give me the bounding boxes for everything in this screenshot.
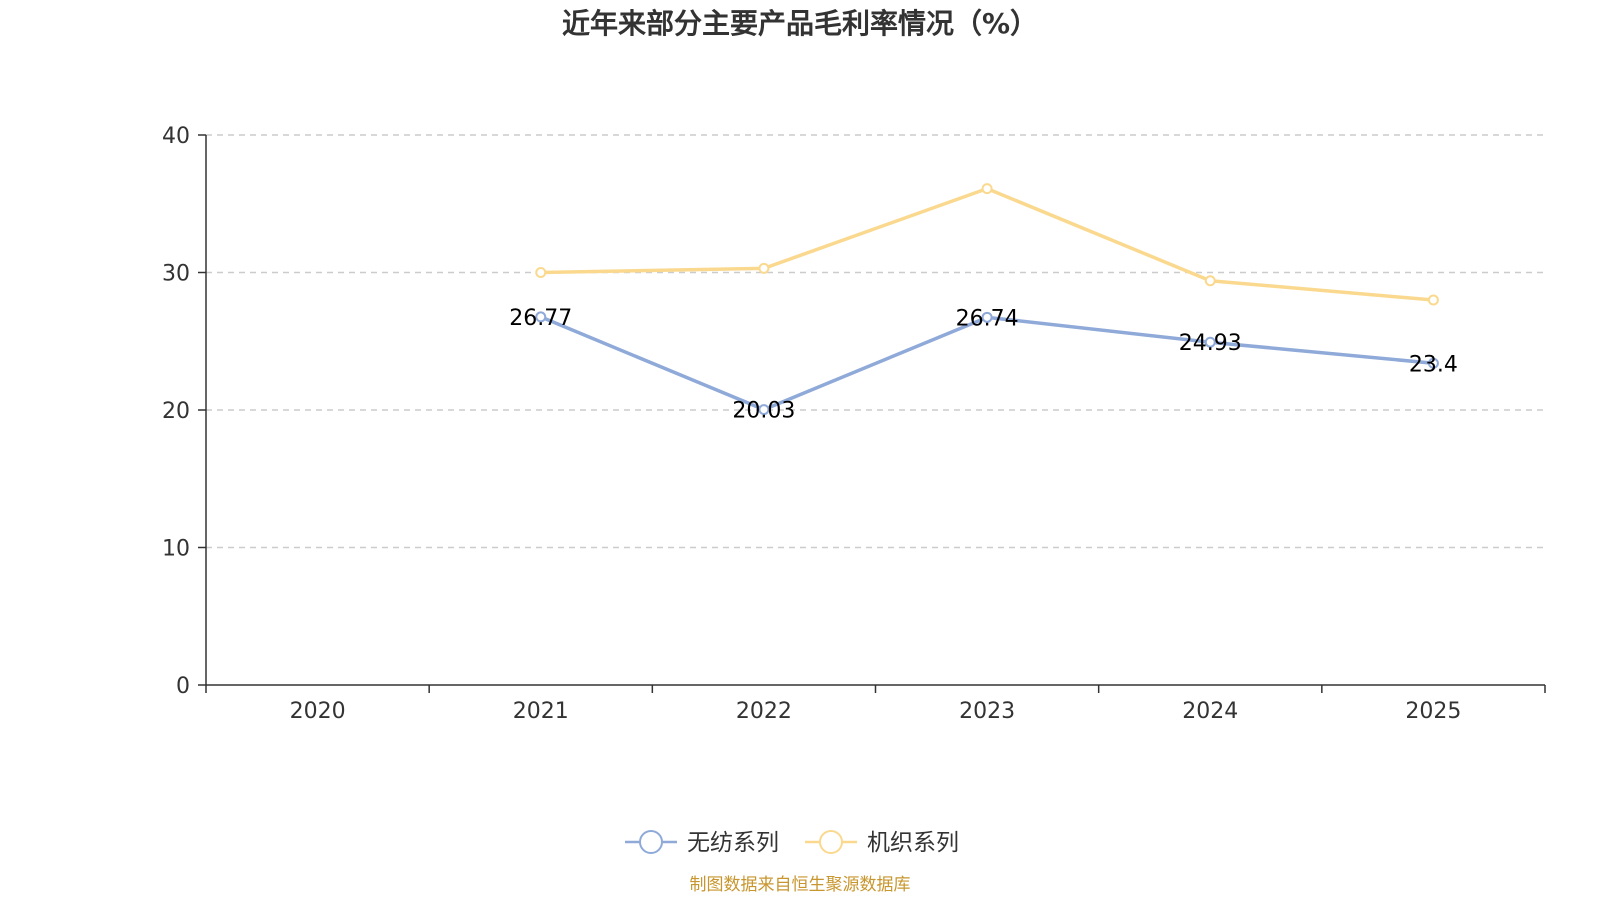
series-lines [535, 183, 1439, 416]
legend: 无纺系列 机织系列 [625, 830, 959, 856]
x-tick-label: 2021 [513, 699, 569, 724]
series-1-point [535, 311, 547, 323]
x-tick-label: 2022 [736, 699, 792, 724]
x-tick-label: 2023 [959, 699, 1015, 724]
chart-title: 近年来部分主要产品毛利率情况（%） [562, 7, 1038, 40]
y-tick-label: 20 [162, 399, 190, 424]
source-note: 制图数据来自恒生聚源数据库 [690, 875, 911, 895]
series-line-2 [540, 186, 1434, 302]
data-label: 24.93 [1179, 331, 1242, 356]
data-label: 26.77 [509, 306, 572, 331]
data-label: 23.4 [1409, 352, 1458, 377]
series-1-point [1204, 336, 1216, 348]
y-tick-label: 30 [162, 262, 190, 287]
data-labels: 26.77 20.03 26.74 24.93 23.4 [509, 306, 1458, 424]
series-2-point [535, 267, 547, 278]
legend-label: 机织系列 [867, 830, 959, 856]
series-1-point [981, 311, 993, 323]
y-tick-label: 40 [162, 124, 190, 149]
x-tick-label: 2025 [1405, 699, 1461, 724]
data-label: 20.03 [732, 399, 795, 424]
y-tick-label: 0 [176, 674, 190, 699]
legend-swatch-marker [639, 830, 663, 854]
series-2-point [1427, 294, 1439, 306]
data-label: 26.74 [956, 306, 1019, 331]
x-tick-label: 2020 [290, 699, 346, 724]
series-2-point [1204, 275, 1216, 287]
series-2-point [758, 262, 770, 274]
series-2-point [981, 183, 993, 195]
legend-label: 无纺系列 [687, 830, 779, 856]
axes: 0 10 20 30 40 2020 2021 2022 2023 2024 2025 [162, 124, 1546, 724]
y-tick-label: 10 [162, 537, 190, 562]
series-1-point [758, 404, 770, 416]
x-tick-label: 2024 [1182, 699, 1238, 724]
grid-lines [206, 134, 1545, 549]
legend-swatch-marker [819, 830, 843, 854]
series-1-point [1427, 357, 1439, 369]
